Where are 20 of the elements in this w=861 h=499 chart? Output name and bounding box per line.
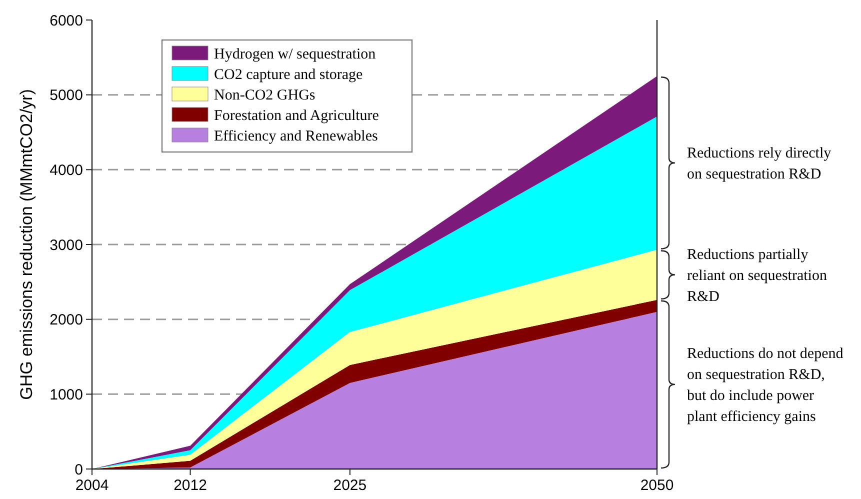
text: Reductions partially reliant on sequestration R&D	[687, 247, 828, 306]
y-axis-title: GHG emissions reduction (MMmtCO2/yr)	[17, 89, 36, 400]
text: Reductions do not depend on sequestration R&D, but do include power plant efficiency gains	[687, 346, 844, 426]
legend-label: Forestation and Agriculture	[214, 108, 380, 124]
y-tick-label: 6000	[50, 12, 83, 30]
y-tick-label: 3000	[50, 236, 83, 254]
text: Reductions rely directly on sequestration R&D	[687, 146, 832, 183]
x-tick-label: 2025	[333, 477, 367, 494]
legend-label: CO2 capture and storage	[214, 66, 364, 83]
y-tick-label: 5000	[50, 87, 83, 104]
y-tick-label: 4000	[50, 162, 83, 179]
y-tick-label: 1000	[50, 386, 83, 404]
legend-label: Non-CO2 GHGs	[214, 87, 316, 104]
y-tick-label: 2000	[50, 312, 83, 329]
x-tick-label: 2012	[174, 477, 207, 494]
legend-label: Hydrogen w/ sequestration	[214, 46, 376, 62]
x-tick-label: 2004	[75, 477, 109, 494]
x-tick-label: 2050	[640, 477, 674, 494]
legend-label: Efficiency and Renewables	[214, 128, 378, 144]
y-tick-label: 0	[74, 461, 83, 478]
